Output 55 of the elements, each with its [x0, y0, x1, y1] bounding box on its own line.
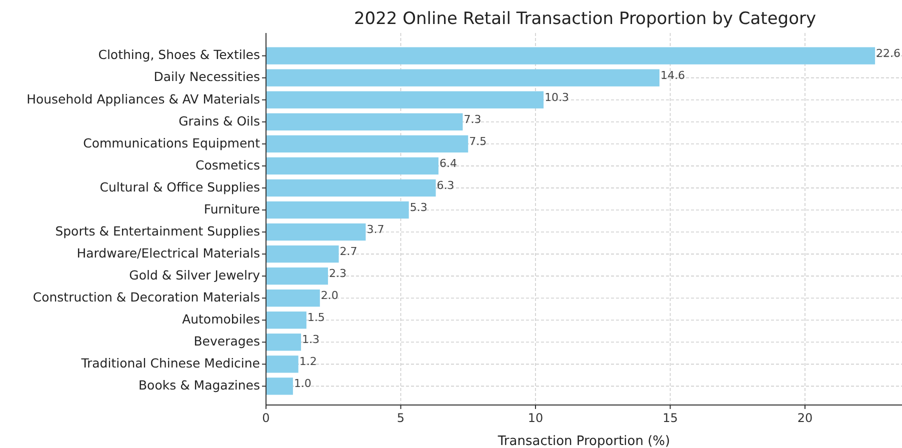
bar — [266, 179, 436, 197]
bar — [266, 223, 366, 241]
data-label: 7.3 — [464, 112, 482, 126]
y-tick-label: Cosmetics — [195, 157, 260, 172]
y-tick-label: Household Appliances & AV Materials — [26, 91, 260, 106]
bar — [266, 157, 438, 175]
data-label: 10.3 — [544, 90, 570, 104]
y-tick-label: Communications Equipment — [83, 135, 260, 150]
x-axis-title: Transaction Proportion (%) — [496, 434, 670, 448]
y-tick-label: Cultural & Office Supplies — [100, 179, 260, 194]
x-tick-label: 15 — [662, 411, 678, 425]
data-label: 1.3 — [302, 333, 320, 346]
y-tick-label: Hardware/Electrical Materials — [76, 245, 260, 260]
x-tick-label: 5 — [396, 411, 405, 425]
data-label: 6.3 — [436, 178, 454, 192]
data-label: 5.3 — [410, 200, 428, 214]
bar — [266, 91, 544, 108]
bar — [266, 201, 409, 219]
y-tick-label: Gold & Silver Jewelry — [129, 267, 261, 282]
bar — [266, 47, 876, 64]
data-label: 1.2 — [299, 355, 317, 368]
data-label: 2.7 — [340, 245, 358, 258]
y-tick-label: Beverages — [194, 334, 260, 349]
bar — [266, 312, 306, 329]
bar — [266, 356, 298, 373]
bar — [266, 290, 320, 307]
y-tick-label: Furniture — [204, 201, 260, 216]
bar — [266, 69, 660, 86]
x-tick-label: 0 — [262, 411, 270, 425]
data-label: 22.6 — [876, 46, 901, 60]
data-label: 3.7 — [366, 223, 384, 236]
data-label: 1.5 — [307, 311, 325, 324]
data-label: 6.4 — [439, 156, 457, 170]
bar — [266, 245, 339, 263]
y-tick-label: Books & Magazines — [138, 378, 260, 393]
x-tick-label: 20 — [797, 411, 813, 425]
data-label: 2.0 — [320, 289, 338, 302]
y-tick-label: Clothing, Shoes & Textiles — [98, 47, 260, 62]
x-tick-label: 10 — [528, 411, 544, 425]
bar — [266, 113, 463, 130]
bar — [266, 267, 328, 285]
y-tick-label: Sports & Entertainment Supplies — [55, 223, 260, 238]
chart-title: 2022 Online Retail Transaction Proportion by Category — [354, 9, 816, 29]
y-tick-label: Traditional Chinese Medicine — [80, 356, 260, 371]
data-label: 2.3 — [328, 267, 346, 280]
y-tick-label: Daily Necessities — [154, 69, 260, 84]
y-tick-label: Construction & Decoration Materials — [32, 290, 260, 305]
bar — [266, 378, 293, 395]
bar — [266, 135, 468, 152]
y-tick-label: Automobiles — [182, 312, 260, 327]
data-label: 1.0 — [294, 377, 312, 390]
data-label: 7.5 — [469, 134, 487, 148]
data-label: 14.6 — [660, 68, 685, 82]
bar — [266, 334, 302, 351]
y-tick-label: Grains & Oils — [178, 113, 260, 128]
